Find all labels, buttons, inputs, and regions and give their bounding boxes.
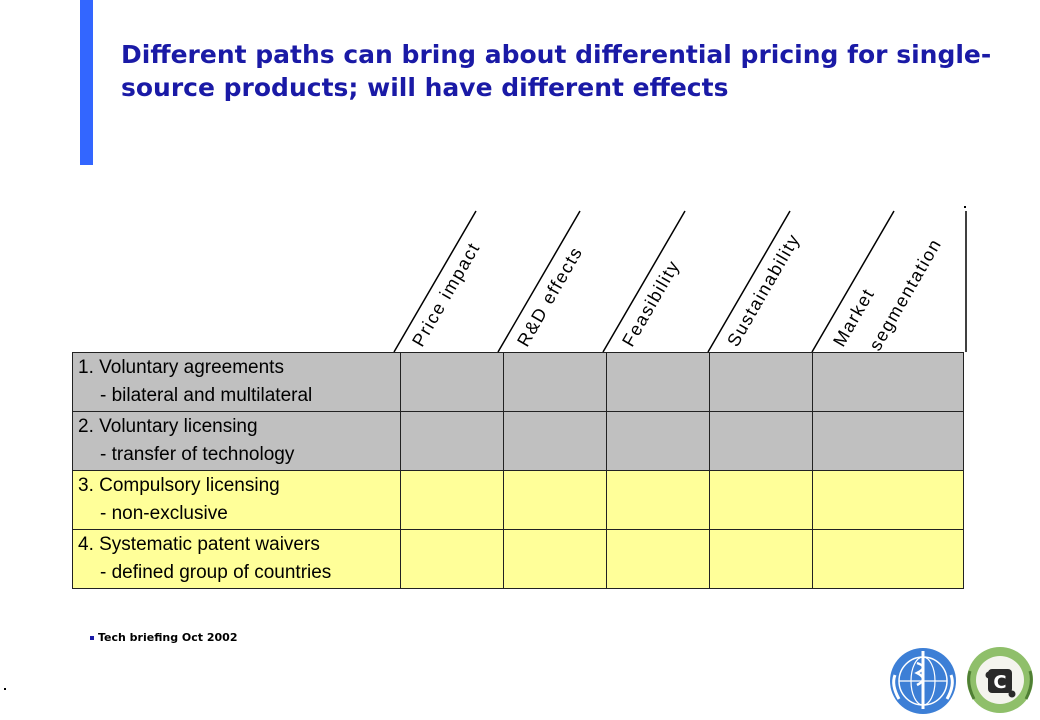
svg-text:C: C — [993, 672, 1006, 693]
matrix-cell — [400, 352, 504, 412]
row-title: 1. Voluntary agreements — [78, 357, 284, 378]
row-subtitle: - non-exclusive — [100, 503, 228, 524]
matrix-cell — [503, 529, 607, 589]
column-header-price-impact: Price impact — [408, 239, 484, 350]
header-divider — [811, 210, 895, 353]
row-subtitle: - defined group of countries — [100, 562, 332, 583]
matrix-cell — [503, 352, 607, 412]
matrix-cell — [606, 529, 710, 589]
matrix-cell — [812, 470, 964, 530]
table-row: 2. Voluntary licensing - transfer of tec… — [72, 411, 964, 471]
header-divider — [707, 210, 791, 353]
partner-emblem-icon: C — [967, 647, 1033, 713]
row-title: 4. Systematic patent waivers — [78, 534, 320, 555]
matrix-cell — [606, 411, 710, 471]
matrix-cell — [812, 529, 964, 589]
matrix-cell — [606, 470, 710, 530]
matrix-cell — [503, 411, 607, 471]
column-header-rd-effects: R&D effects — [513, 243, 586, 350]
row-label: 3. Compulsory licensing - non-exclusive — [72, 470, 401, 530]
matrix-cell — [400, 529, 504, 589]
matrix-cell — [812, 352, 964, 412]
table-row: 1. Voluntary agreements - bilateral and … — [72, 352, 964, 412]
corner-dot — [964, 206, 966, 208]
matrix-cell — [812, 411, 964, 471]
table-row: 4. Systematic patent waivers - defined g… — [72, 529, 964, 589]
matrix-cell — [606, 352, 710, 412]
matrix-cell — [709, 529, 813, 589]
row-label: 2. Voluntary licensing - transfer of tec… — [72, 411, 401, 471]
header-divider — [393, 210, 477, 353]
accent-bar — [80, 0, 93, 165]
row-subtitle: - bilateral and multilateral — [100, 385, 313, 406]
matrix-cell — [503, 470, 607, 530]
slide-title: Different paths can bring about differen… — [121, 40, 992, 102]
corner-dot — [4, 688, 6, 690]
column-header-sustainability: Sustainability — [723, 230, 804, 350]
matrix-cell — [400, 470, 504, 530]
row-label: 1. Voluntary agreements - bilateral and … — [72, 352, 401, 412]
matrix-cell — [400, 411, 504, 471]
footer-text: Tech briefing Oct 2002 — [98, 631, 238, 644]
header-divider — [602, 210, 686, 353]
header-divider — [497, 210, 581, 353]
bullet-icon — [90, 636, 94, 640]
row-title: 2. Voluntary licensing — [78, 416, 258, 437]
matrix-cell — [709, 352, 813, 412]
options-matrix: 1. Voluntary agreements - bilateral and … — [72, 352, 964, 589]
matrix-cell — [709, 470, 813, 530]
column-headers: Price impact R&D effects Feasibility Sus… — [393, 210, 967, 354]
row-subtitle: - transfer of technology — [100, 444, 295, 465]
row-title: 3. Compulsory licensing — [78, 475, 280, 496]
table-row: 3. Compulsory licensing - non-exclusive — [72, 470, 964, 530]
who-emblem-icon — [890, 648, 956, 714]
row-label: 4. Systematic patent waivers - defined g… — [72, 529, 401, 589]
footer-note: Tech briefing Oct 2002 — [90, 631, 237, 644]
matrix-cell — [709, 411, 813, 471]
